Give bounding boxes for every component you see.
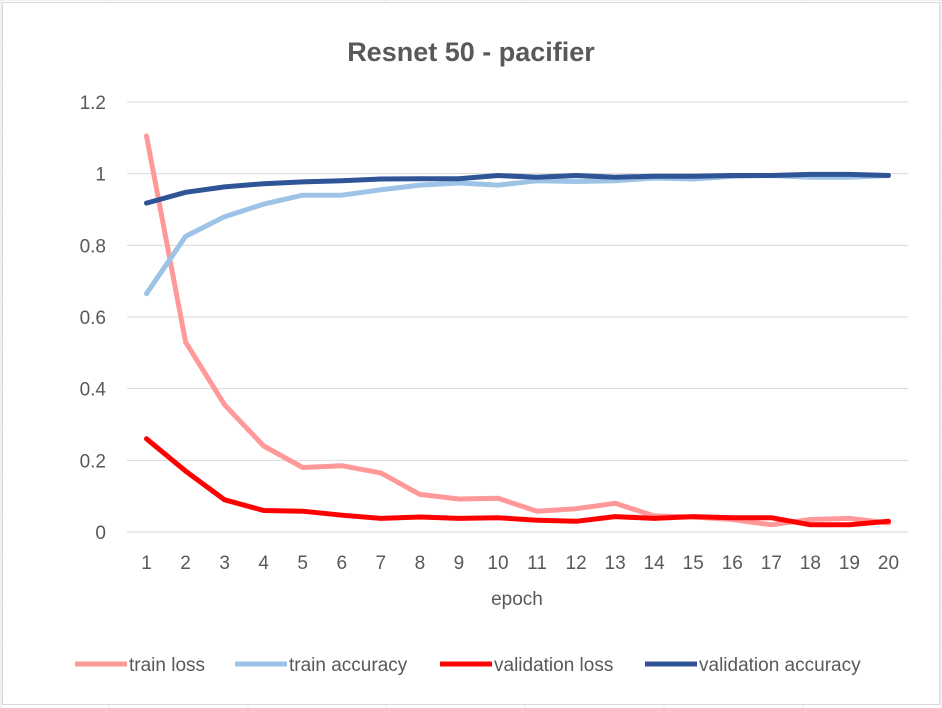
line-chart: Resnet 50 - pacifier 0 0.2 0.4 0.6 0.8 1 1.2 1…	[75, 37, 908, 676]
x-tick-label: 15	[683, 553, 704, 574]
legend-label: validation loss	[494, 655, 613, 676]
x-tick-label: 13	[605, 553, 626, 574]
x-tick-label: 14	[644, 553, 666, 574]
y-tick-label: 0.2	[80, 451, 106, 472]
x-tick-label: 11	[527, 553, 547, 574]
x-tick-label: 2	[180, 553, 191, 574]
y-tick-label: 0.4	[80, 380, 107, 401]
x-axis-title: epoch	[491, 589, 543, 610]
x-tick-label: 8	[415, 553, 426, 574]
legend-label: train loss	[129, 655, 205, 676]
x-tick-label: 16	[722, 553, 743, 574]
y-tick-label: 0.8	[80, 236, 106, 257]
x-tick-label: 7	[376, 553, 387, 574]
legend: train loss train accuracy validation loss v…	[75, 655, 861, 676]
chart-title: Resnet 50 - pacifier	[347, 37, 595, 67]
x-tick-label: 17	[761, 553, 782, 574]
x-tick-label: 12	[566, 553, 587, 574]
legend-label: validation accuracy	[699, 655, 861, 676]
x-tick-label: 6	[336, 553, 347, 574]
series-line-validation-accuracy	[144, 171, 891, 206]
x-axis-tick-labels: 1 2 3 4 5 6 7 8 9 10 11 12 13 14 15 16 17 18 19 20	[141, 553, 899, 574]
series-line-train-accuracy	[144, 173, 891, 297]
x-tick-label: 9	[454, 553, 465, 574]
y-tick-label: 1	[95, 165, 106, 186]
x-tick-label: 10	[487, 553, 508, 574]
x-tick-label: 3	[219, 553, 230, 574]
y-axis-tick-labels: 0 0.2 0.4 0.6 0.8 1 1.2	[80, 93, 107, 544]
x-tick-label: 18	[800, 553, 821, 574]
y-gridlines	[127, 101, 908, 533]
series-line-train-loss	[144, 133, 891, 528]
x-tick-label: 1	[141, 553, 152, 574]
x-tick-label: 20	[878, 553, 899, 574]
series-line-validation-loss	[144, 436, 891, 528]
y-tick-label: 0.6	[80, 308, 106, 329]
series-lines	[144, 133, 891, 528]
x-tick-label: 19	[839, 553, 860, 574]
x-tick-label: 4	[258, 553, 269, 574]
x-tick-label: 5	[297, 553, 308, 574]
y-tick-label: 1.2	[80, 93, 106, 114]
y-tick-label: 0	[95, 523, 106, 544]
legend-label: train accuracy	[289, 655, 408, 676]
